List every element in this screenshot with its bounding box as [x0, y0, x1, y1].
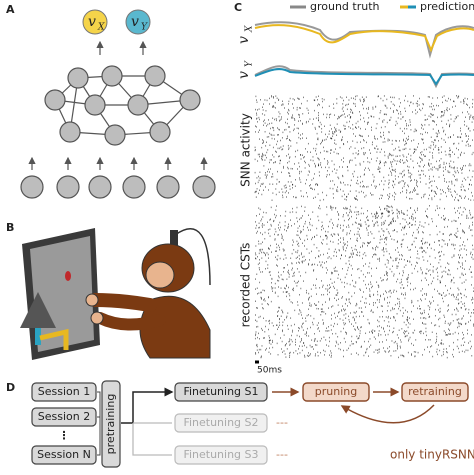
node [149, 121, 171, 143]
input-node [122, 175, 146, 199]
legend-label: prediction [420, 0, 474, 13]
input-node [156, 175, 180, 199]
trace-label: v [236, 36, 252, 44]
monkey-illustration [19, 228, 211, 360]
dashes: --- [276, 448, 288, 461]
output-node [82, 9, 108, 35]
output-sub: X [97, 23, 105, 33]
trace-sub: X [245, 25, 255, 33]
input-node [20, 175, 44, 199]
output-node [125, 9, 151, 35]
network [20, 40, 216, 199]
trace-sub: Y [245, 60, 255, 67]
pruning: pruning [315, 385, 357, 398]
trace [254, 21, 474, 59]
pipeline [31, 380, 469, 468]
node [127, 94, 149, 116]
trace-label: v [236, 71, 252, 79]
session: Session 1 [38, 385, 90, 398]
input-node [192, 175, 216, 199]
raster [254, 95, 474, 359]
legend-label: ground truth [310, 0, 380, 13]
input-node [56, 175, 80, 199]
ellipsis: ⋮ [59, 429, 70, 442]
finetuning: Finetuning S2 [183, 416, 258, 429]
output-sub: Y [141, 23, 148, 33]
node [67, 67, 89, 89]
node [101, 65, 123, 87]
input-node [88, 175, 112, 199]
raster-label: recorded CSTs [239, 243, 253, 328]
trace [254, 24, 474, 53]
note: only tinyRSNN [390, 448, 474, 462]
retraining: retraining [408, 385, 462, 398]
output-label: v [131, 14, 139, 30]
node [144, 65, 166, 87]
panel-label: D [6, 381, 15, 394]
panel-label: C [234, 1, 242, 14]
finetuning: Finetuning S1 [183, 385, 258, 398]
node [44, 89, 66, 111]
session: Session N [37, 448, 91, 461]
panel-label: A [6, 3, 15, 16]
output-label: v [88, 14, 96, 30]
dashes: --- [276, 416, 288, 429]
node [84, 94, 106, 116]
session: Session 2 [38, 410, 90, 423]
scale-label: 50ms [257, 366, 282, 376]
trace [254, 68, 474, 86]
raster-label: SNN activity [239, 113, 253, 187]
pretraining: pretraining [104, 394, 117, 455]
node [179, 89, 201, 111]
finetuning: Finetuning S3 [183, 448, 258, 461]
panel-label: B [6, 221, 14, 234]
node [59, 121, 81, 143]
node [104, 124, 126, 146]
